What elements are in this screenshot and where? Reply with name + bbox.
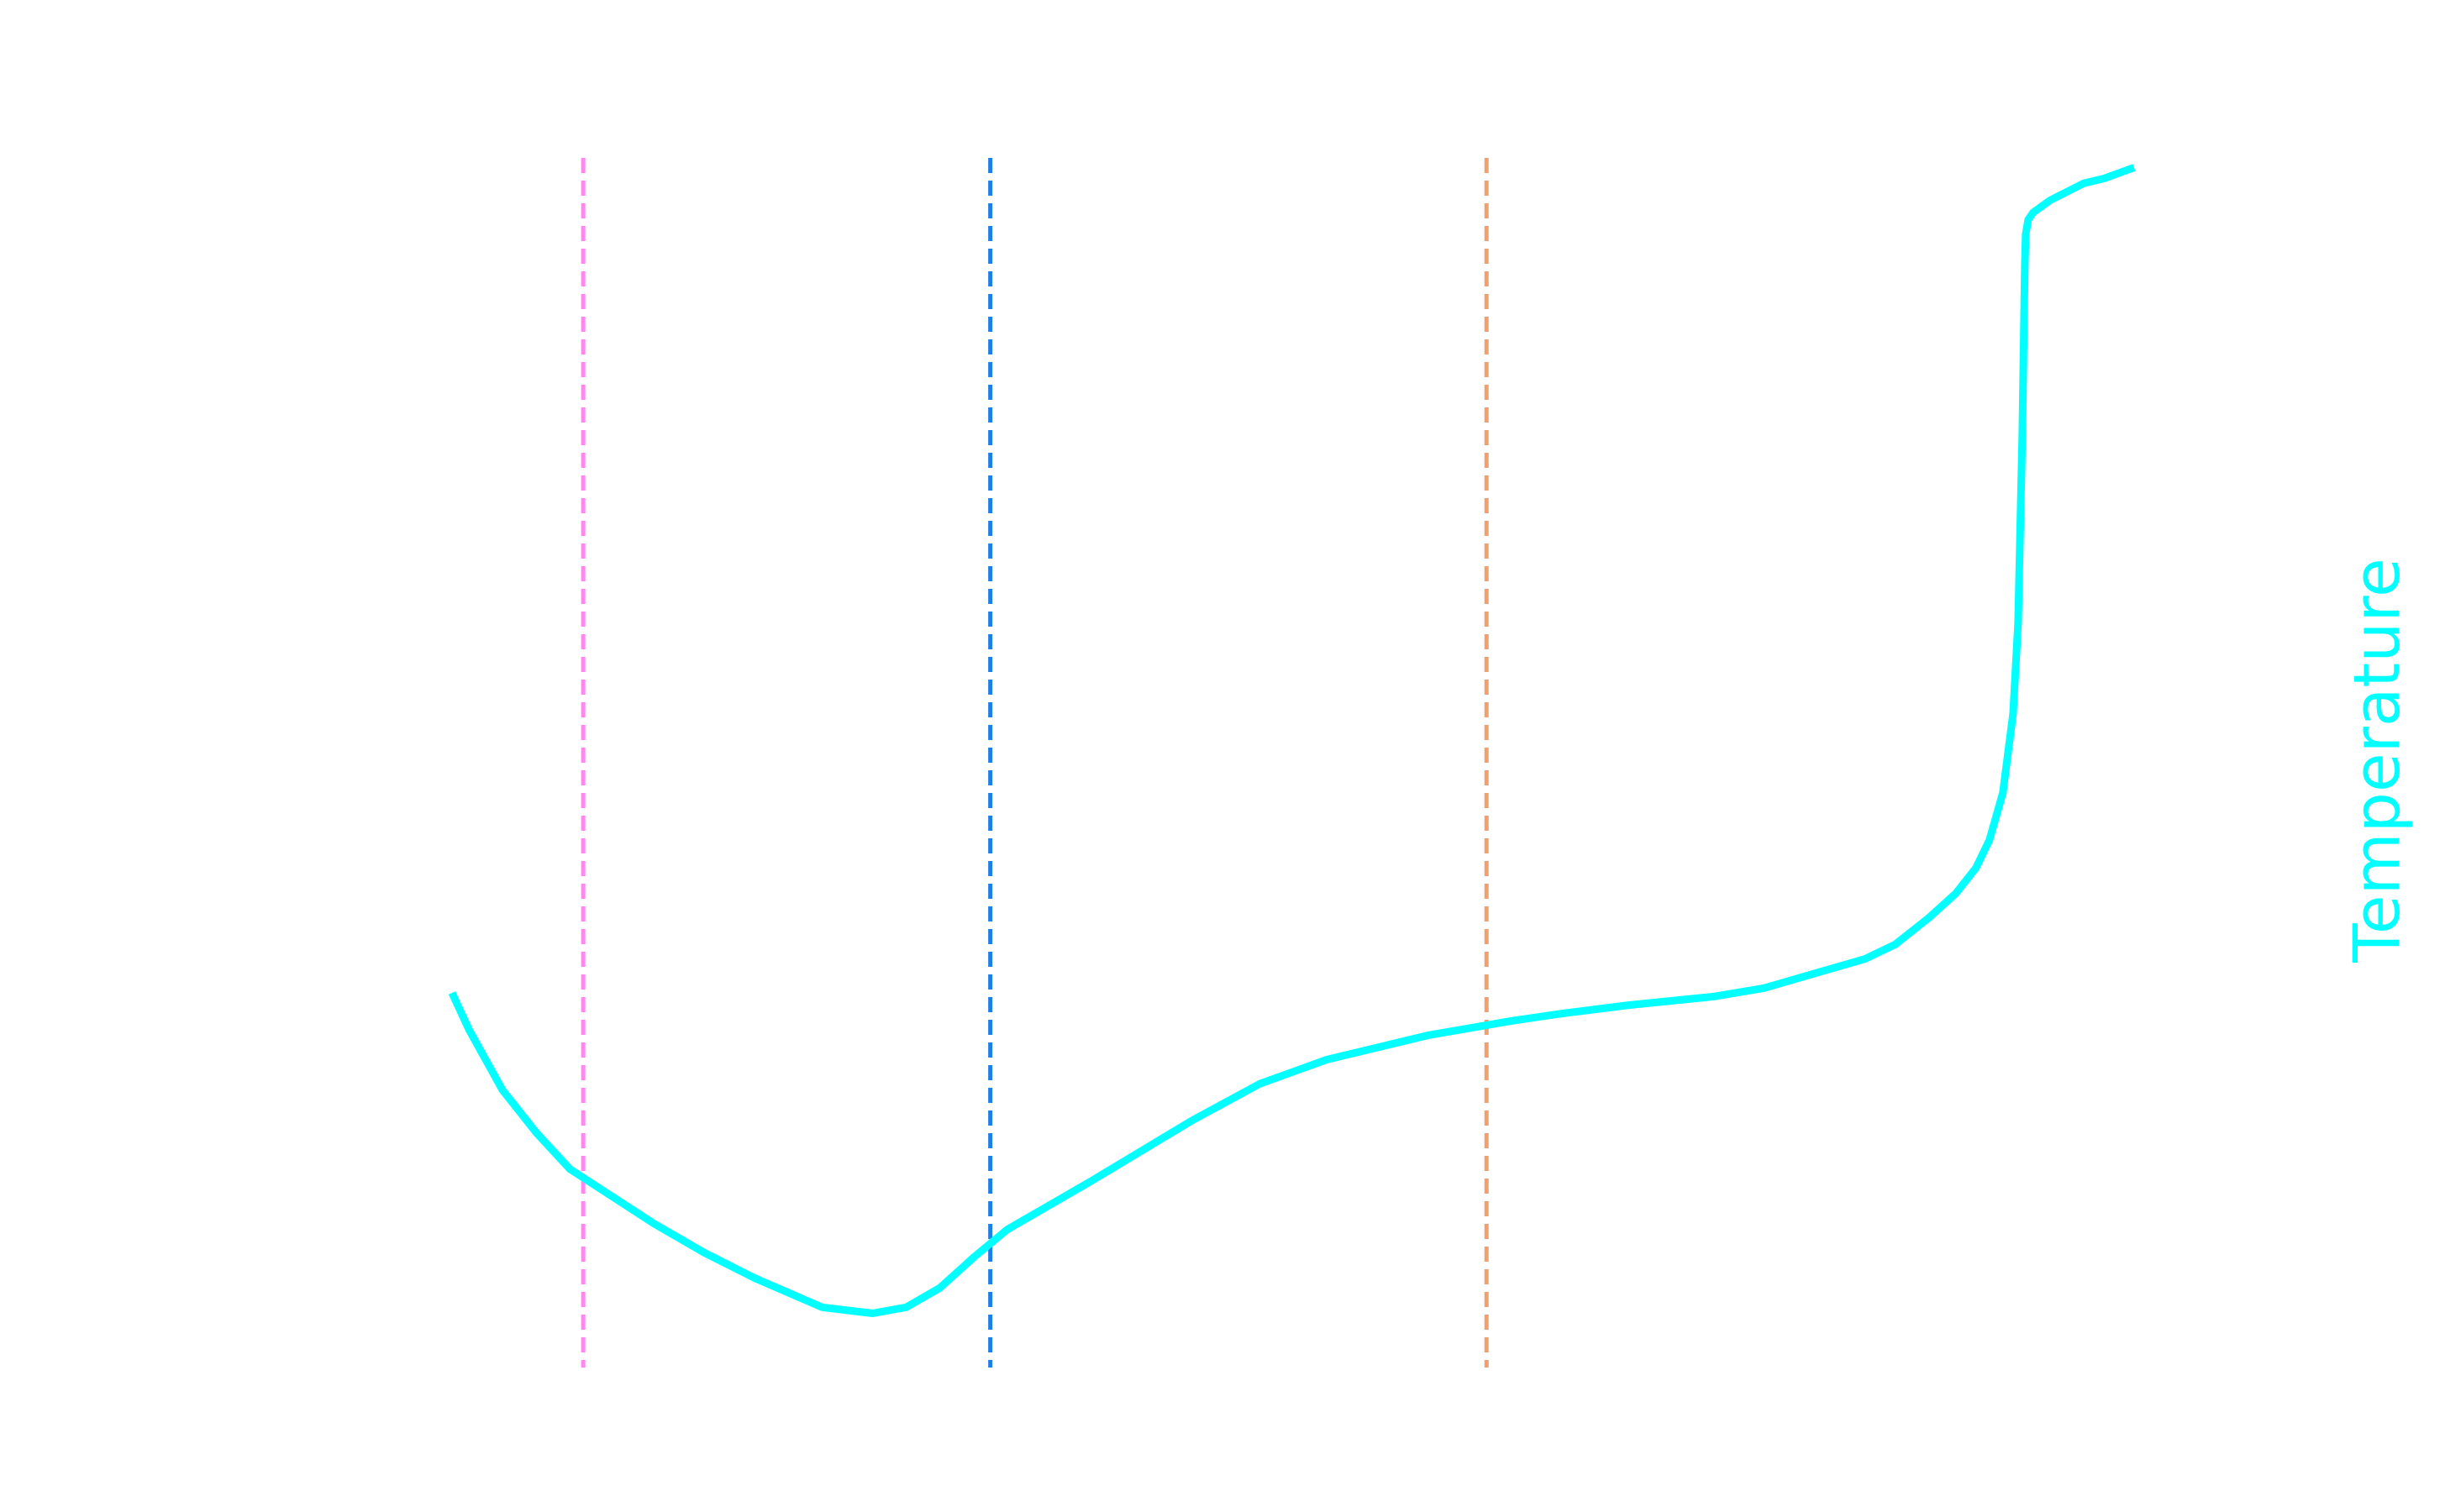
series-line-1 bbox=[448, 164, 2136, 1317]
y-axis-label: Temperature bbox=[2339, 558, 2414, 963]
vertical-lines bbox=[581, 158, 1489, 1368]
series-lines bbox=[448, 164, 2136, 1317]
